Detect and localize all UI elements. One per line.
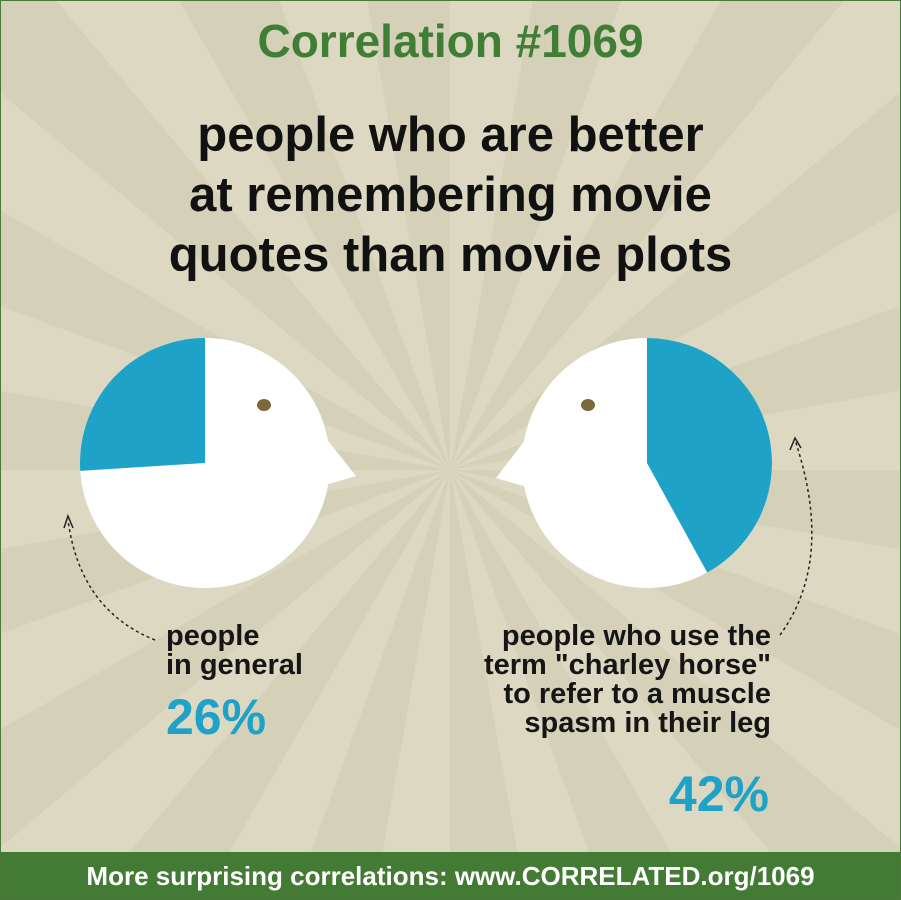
page-title: people who are better at remembering mov…: [0, 105, 901, 285]
pie-slice: [79, 338, 205, 471]
left-chart-label: people in general: [166, 622, 303, 680]
label-line: spasm in their leg: [524, 707, 771, 739]
nose: [310, 418, 356, 486]
eye: [581, 399, 595, 411]
sunburst-ray: [450, 470, 526, 900]
sunburst-ray: [0, 210, 450, 470]
label-line: people: [166, 620, 260, 652]
footer-link[interactable]: More surprising correlations: www.CORREL…: [0, 852, 901, 900]
dotted-arrow: [67, 519, 156, 641]
title-line: at remembering movie: [189, 168, 712, 222]
correlation-number: Correlation #1069: [257, 15, 644, 67]
dotted-arrow: [779, 439, 813, 636]
label-line: to refer to a muscle: [503, 678, 771, 710]
sunburst-ray: [178, 0, 450, 470]
sunburst-ray: [89, 470, 450, 900]
sunburst-ray: [0, 0, 450, 470]
sunburst-ray: [450, 470, 901, 900]
sunburst-ray: [450, 470, 699, 900]
title-line: quotes than movie plots: [168, 228, 733, 282]
title-line: people who are better: [197, 108, 704, 162]
sunburst-ray: [450, 0, 622, 470]
sunburst-ray: [0, 470, 450, 634]
sunburst-ray: [367, 0, 450, 470]
label-line: term "charley horse": [483, 649, 771, 681]
eye: [257, 399, 271, 411]
pie-slice: [647, 338, 772, 573]
arrow-head: [789, 436, 802, 451]
arrow-head: [63, 513, 74, 529]
label-line: people who use the: [501, 620, 771, 652]
label-line: in general: [166, 649, 303, 681]
left-chart-percent: 26%: [166, 689, 267, 745]
right-chart-percent: 42%: [668, 766, 769, 822]
sunburst-ray: [0, 470, 450, 848]
nose: [496, 418, 542, 488]
sunburst-ray: [450, 0, 845, 470]
right-chart-label: people who use the term "charley horse" …: [484, 622, 771, 738]
sunburst-ray: [450, 91, 901, 470]
sunburst-ray: [293, 470, 450, 900]
